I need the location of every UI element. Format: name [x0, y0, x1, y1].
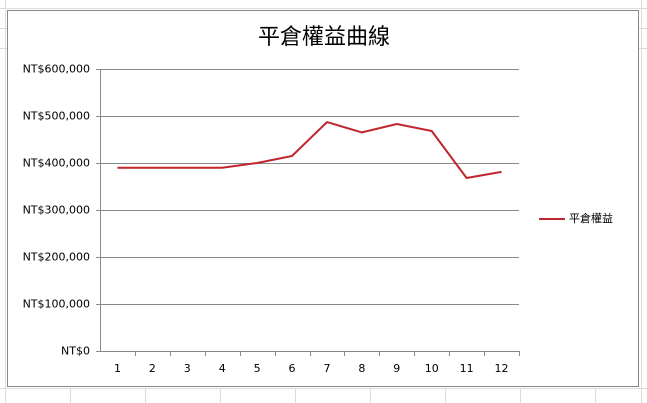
x-tick-label: 12 [495, 362, 509, 375]
x-tick-label: 8 [358, 362, 365, 375]
y-tick-label: NT$100,000 [23, 298, 90, 311]
series-line [117, 121, 502, 179]
x-tick-label: 6 [289, 362, 296, 375]
y-tick-label: NT$600,000 [23, 63, 90, 76]
y-tick-label: NT$500,000 [23, 110, 90, 123]
y-tick-label: NT$400,000 [23, 157, 90, 170]
x-tick-label: 5 [254, 362, 261, 375]
legend-label: 平倉權益 [569, 211, 613, 225]
x-tick-label: 4 [219, 362, 226, 375]
x-tick-label: 9 [393, 362, 400, 375]
x-tick-label: 3 [184, 362, 191, 375]
x-tick-label: 10 [425, 362, 439, 375]
y-tick-label: NT$0 [61, 345, 90, 358]
chart-border [7, 10, 639, 387]
chart-title: 平倉權益曲線 [258, 25, 390, 50]
x-tick-label: 1 [114, 362, 121, 375]
y-tick-label: NT$300,000 [23, 204, 90, 217]
y-tick-label: NT$200,000 [23, 251, 90, 264]
x-tick-label: 2 [149, 362, 156, 375]
x-tick-label: 7 [323, 362, 330, 375]
x-tick-label: 11 [460, 362, 474, 375]
